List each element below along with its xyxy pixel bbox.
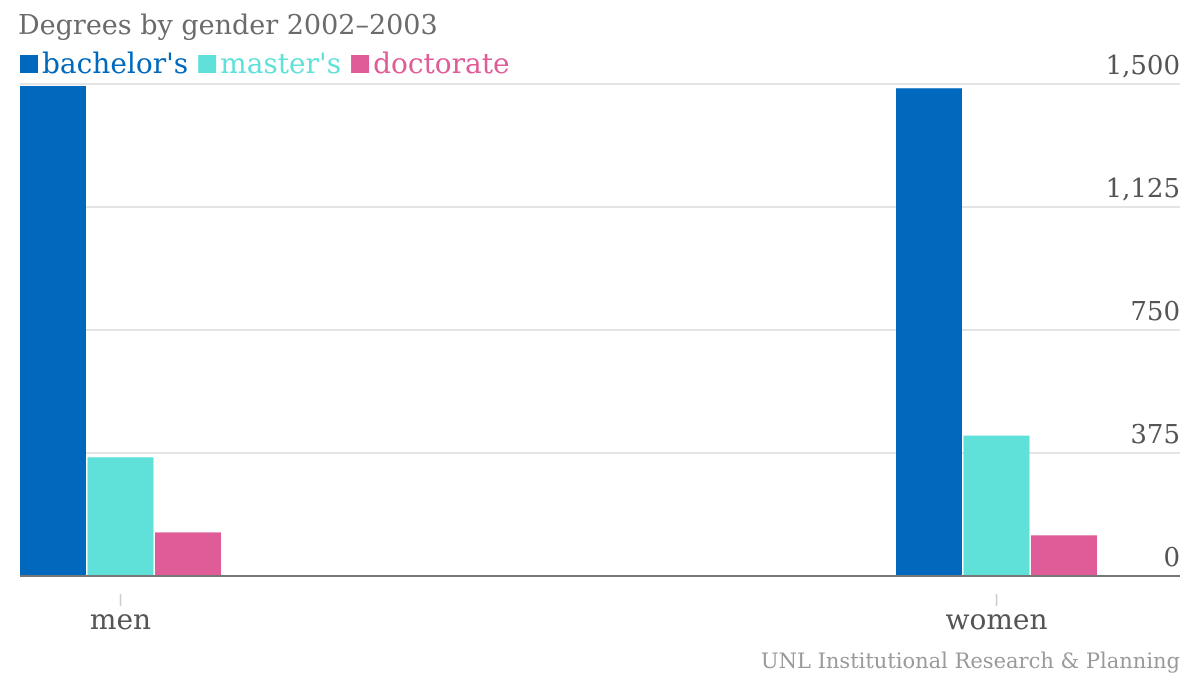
bar-men-1 <box>87 457 154 576</box>
bar-women-2 <box>1031 535 1097 576</box>
chart-title: Degrees by gender 2002–2003 <box>18 10 438 41</box>
legend-label-2: doctorate <box>373 47 509 80</box>
legend-swatch-2 <box>351 55 370 73</box>
x-category-label-1: women <box>946 603 1048 636</box>
source-note: UNL Institutional Research & Planning <box>761 649 1180 673</box>
x-axis: men women <box>20 575 1180 636</box>
bar-men-0 <box>20 85 86 576</box>
bar-women-0 <box>896 88 962 576</box>
legend-swatch-0 <box>20 55 38 73</box>
y-tick-label-3: 1,125 <box>1106 174 1180 204</box>
y-tick-label-0: 0 <box>1163 543 1180 573</box>
bar-men-2 <box>155 532 221 576</box>
y-tick-label-4: 1,500 <box>1106 51 1180 81</box>
y-axis-ticks: 0 375 750 1,125 1,500 <box>1106 51 1180 573</box>
y-tick-label-1: 375 <box>1130 420 1180 450</box>
legend-swatch-1 <box>198 55 217 73</box>
legend-label-1: master's <box>220 47 341 80</box>
bar-women-1 <box>963 435 1030 576</box>
legend: bachelor's master's doctorate <box>20 47 510 80</box>
x-category-label-0: men <box>90 603 151 636</box>
gridlines <box>20 83 1180 454</box>
bars <box>20 85 1097 576</box>
legend-label-0: bachelor's <box>42 47 188 80</box>
y-tick-label-2: 750 <box>1130 297 1180 327</box>
